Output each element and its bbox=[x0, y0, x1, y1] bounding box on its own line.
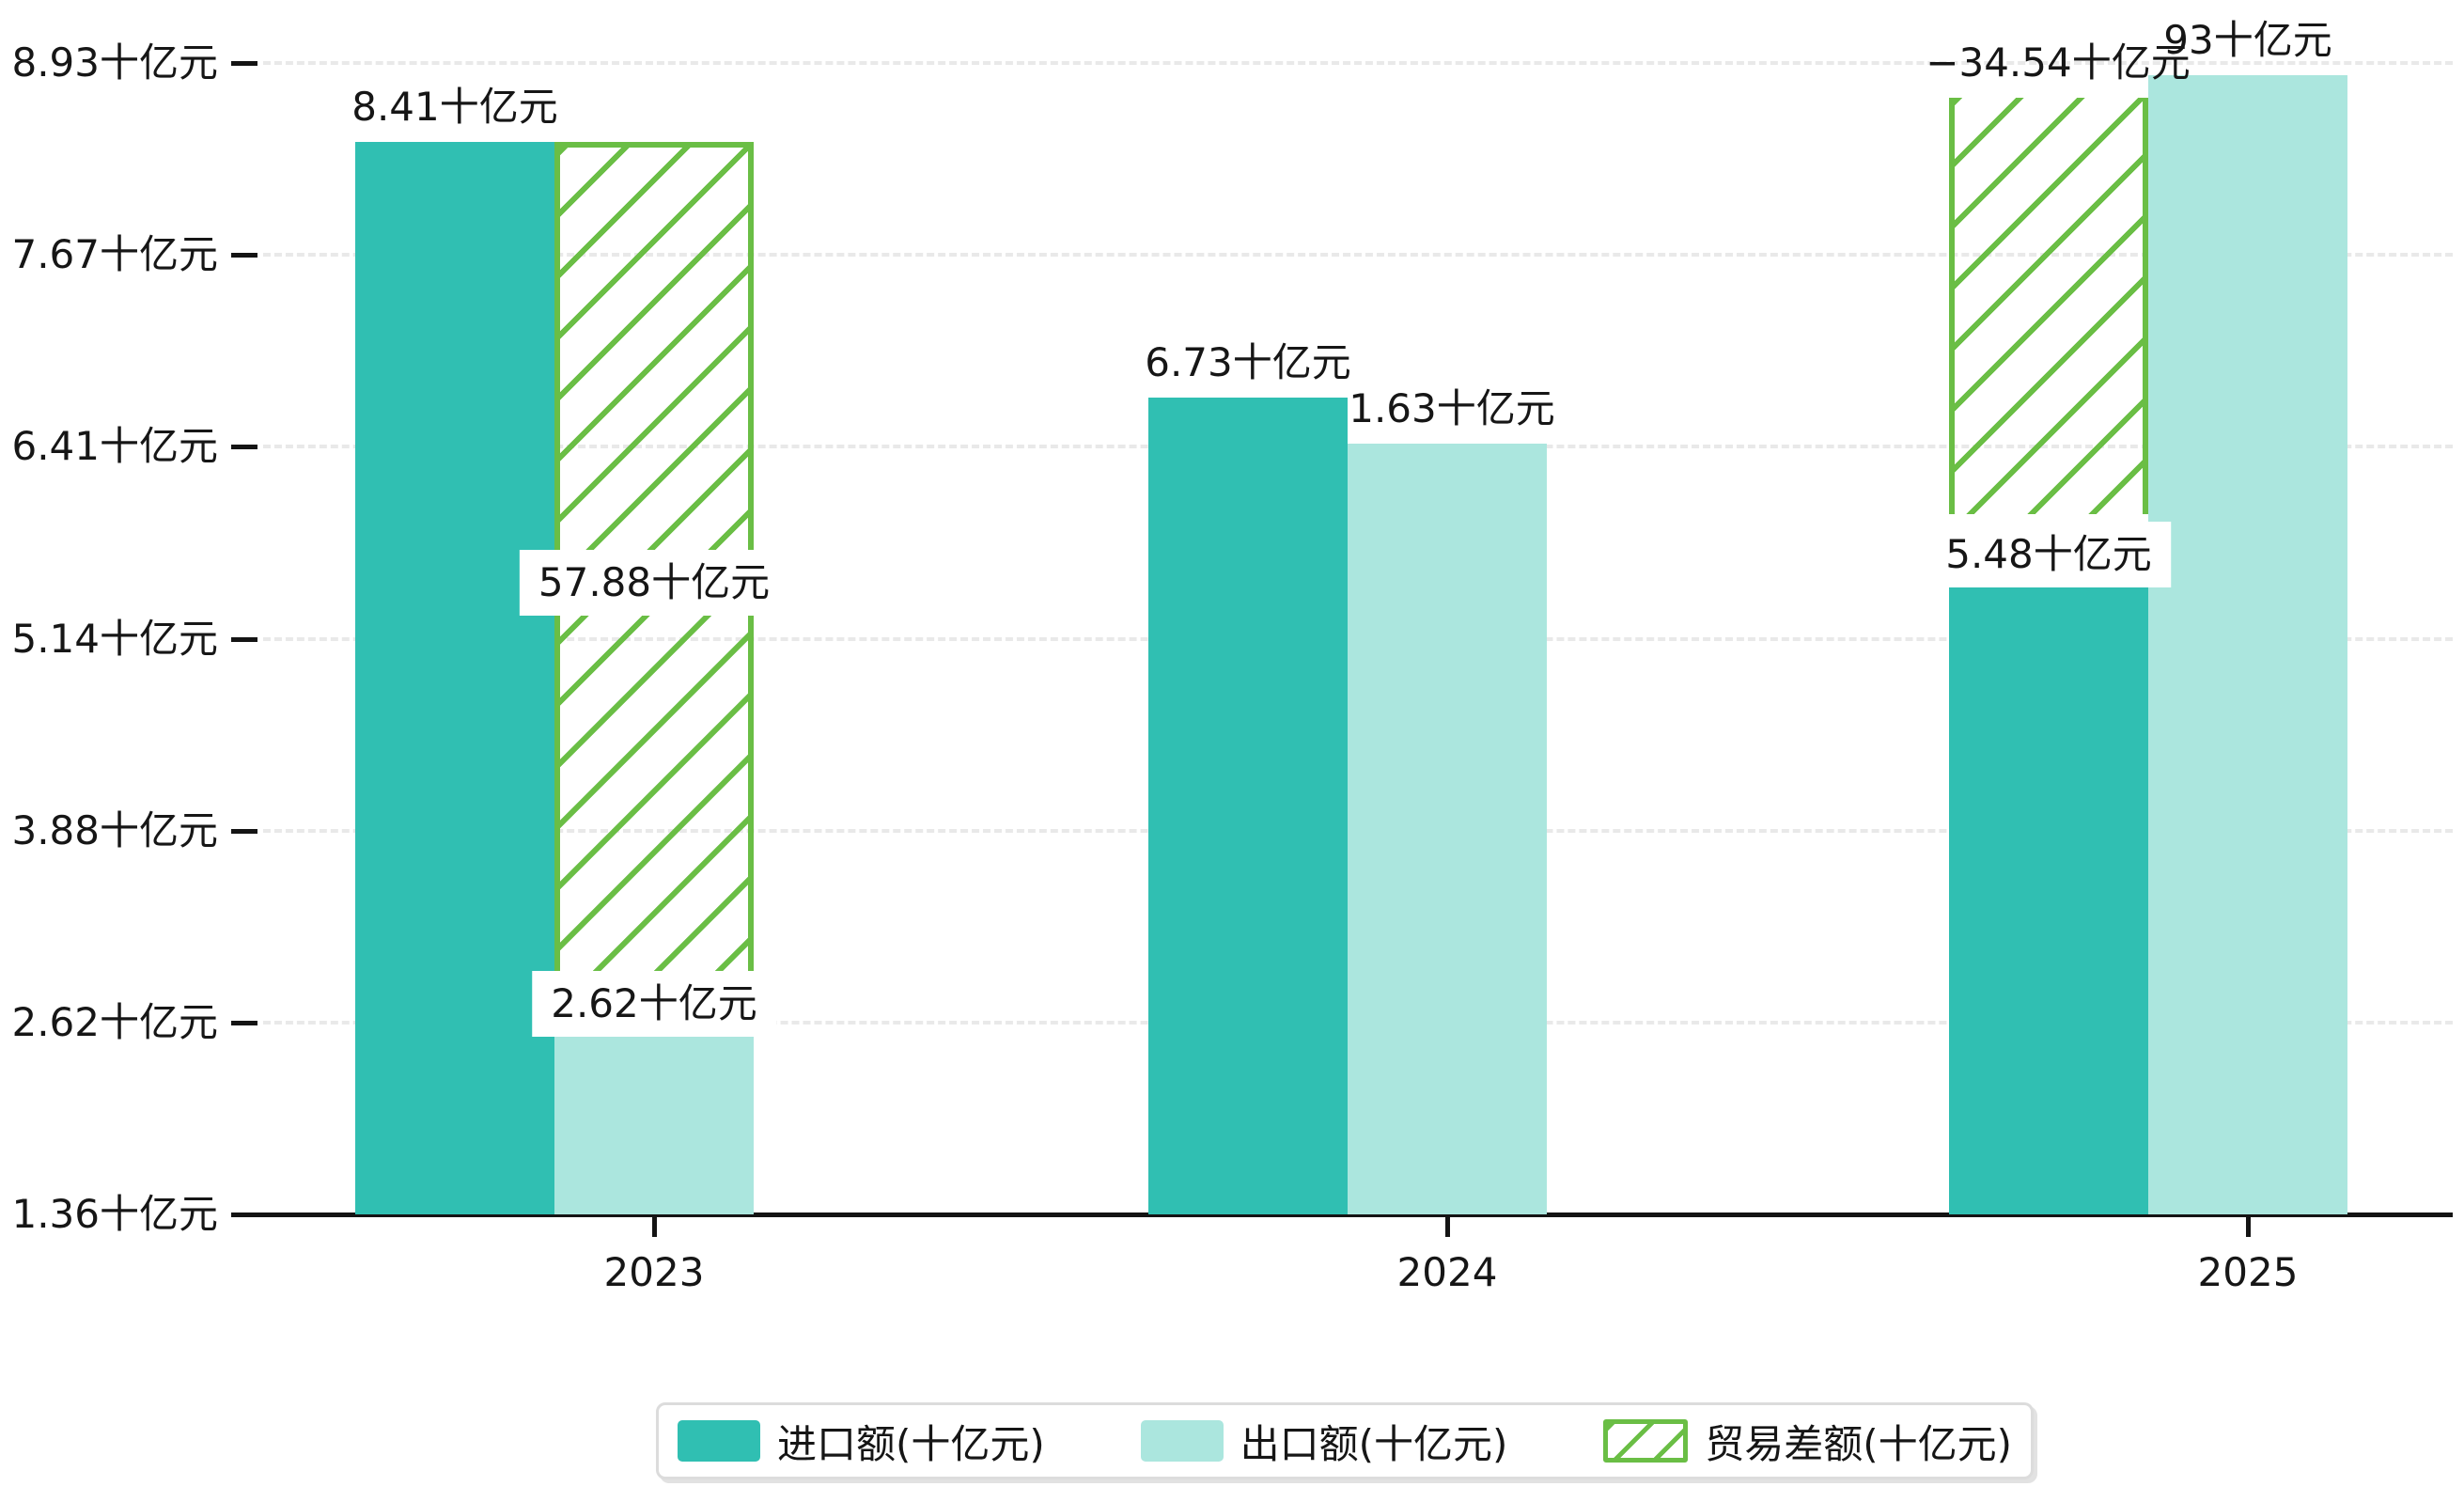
y-axis-label: 5.14十亿元 bbox=[11, 616, 218, 662]
bar-export-2024 bbox=[1348, 444, 1547, 1214]
legend-label-import: 进口额(十亿元) bbox=[777, 1420, 1045, 1467]
y-axis-tick bbox=[231, 1021, 257, 1025]
value-label: 5.48十亿元 bbox=[1926, 522, 2171, 587]
value-label: 57.88十亿元 bbox=[519, 550, 789, 616]
value-label: 8.41十亿元 bbox=[351, 84, 558, 130]
value-label: 2.62十亿元 bbox=[532, 971, 776, 1037]
x-axis-label-2024: 2024 bbox=[1396, 1249, 1498, 1295]
value-label: 93十亿元 bbox=[2163, 17, 2332, 63]
import-swatch-icon bbox=[678, 1420, 760, 1462]
x-axis-label-2025: 2025 bbox=[2197, 1249, 2299, 1295]
bar-import-2024 bbox=[1148, 398, 1348, 1214]
y-axis-label: 6.41十亿元 bbox=[11, 423, 218, 469]
y-axis-label: 8.93十亿元 bbox=[11, 39, 218, 86]
trade-balance-hatch-swatch-icon bbox=[1603, 1419, 1689, 1463]
export-swatch-icon bbox=[1140, 1420, 1224, 1462]
y-axis-tick bbox=[231, 61, 257, 66]
value-label: −34.54十亿元 bbox=[1926, 39, 2191, 86]
bar-export-2025 bbox=[2148, 75, 2347, 1214]
legend-item-import: 进口额(十亿元) bbox=[678, 1413, 1045, 1470]
y-axis-label: 1.36十亿元 bbox=[11, 1191, 218, 1237]
x-axis-tick bbox=[1445, 1214, 1450, 1237]
legend-label-trade-balance: 贸易差额(十亿元) bbox=[1705, 1420, 2012, 1467]
bar-import-2025 bbox=[1949, 587, 2148, 1214]
x-axis-line bbox=[237, 1213, 2453, 1217]
gridline bbox=[263, 253, 2453, 257]
legend: 进口额(十亿元) 出口额(十亿元) 贸易差额(十亿元) bbox=[656, 1402, 2034, 1479]
value-label: 6.73十亿元 bbox=[1145, 339, 1351, 385]
y-axis-tick bbox=[231, 445, 257, 449]
x-axis-label-2023: 2023 bbox=[603, 1249, 705, 1295]
gridline bbox=[263, 61, 2453, 65]
y-axis-tick bbox=[231, 253, 257, 258]
bar-import-2023 bbox=[355, 142, 554, 1214]
y-axis-tick bbox=[231, 637, 257, 642]
bar-trade-balance-2025 bbox=[1949, 98, 2148, 514]
legend-label-export: 出口额(十亿元) bbox=[1240, 1420, 1508, 1467]
y-axis-label: 3.88十亿元 bbox=[11, 807, 218, 853]
legend-item-export: 出口额(十亿元) bbox=[1140, 1413, 1508, 1470]
bar-export-2023 bbox=[554, 1023, 754, 1214]
x-axis-tick bbox=[652, 1214, 657, 1237]
y-axis-label: 2.62十亿元 bbox=[11, 999, 218, 1045]
y-axis-label: 7.67十亿元 bbox=[11, 231, 218, 277]
y-axis-tick bbox=[231, 829, 257, 834]
value-label: 1.63十亿元 bbox=[1349, 385, 1555, 431]
legend-item-trade-balance: 贸易差额(十亿元) bbox=[1603, 1413, 2012, 1470]
x-axis-tick bbox=[2246, 1214, 2251, 1237]
